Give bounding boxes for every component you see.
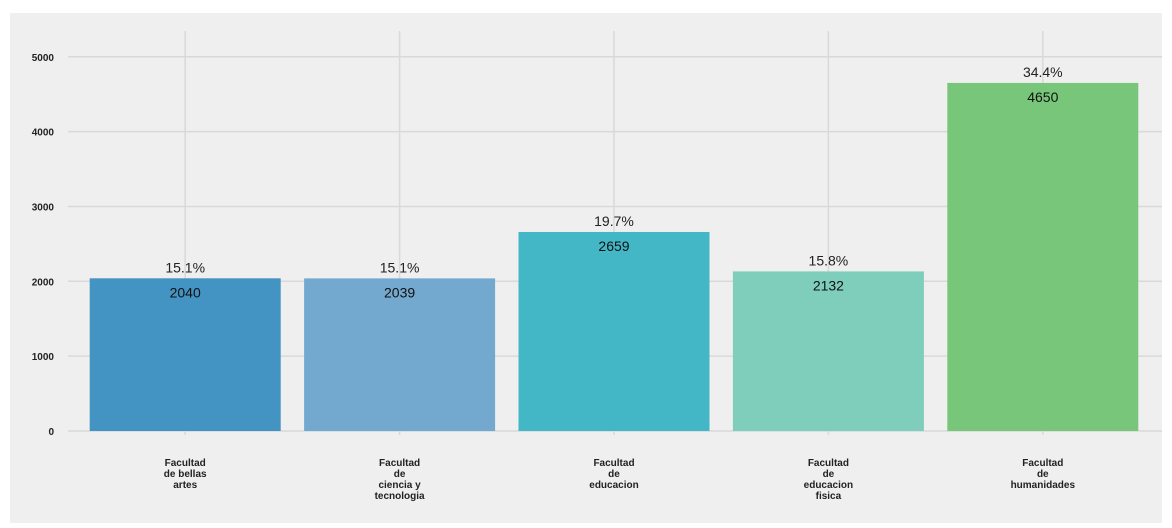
chart-panel: 0 1000 2000 3000 4000 5000 15.1% 2040 15.1% 2039… <box>10 13 1162 523</box>
y-tick-label: 2000 <box>32 277 55 288</box>
bar-labels: 15.1% 2040 15.1% 2039 19.7% 2659 15.8% 2132 34.4… <box>165 64 1062 300</box>
bar <box>947 82 1139 431</box>
x-tick-label: educacion <box>589 480 638 491</box>
x-tick-label: de bellas <box>164 469 207 480</box>
bar <box>732 271 924 431</box>
bar <box>304 278 496 431</box>
x-tick-label: Facultad <box>593 458 634 469</box>
x-tick-label: Facultad <box>1022 458 1063 469</box>
bar-chart: 0 1000 2000 3000 4000 5000 15.1% 2040 15.1% 2039… <box>32 31 1162 502</box>
x-tick-label: de <box>394 469 406 480</box>
value-label: 2659 <box>598 238 629 254</box>
y-tick-label: 1000 <box>32 352 55 363</box>
x-tick-label: ciencia y <box>378 480 421 491</box>
percent-label: 15.1% <box>165 259 205 275</box>
bar <box>518 231 710 431</box>
y-tick-label: 5000 <box>32 53 55 64</box>
x-tick-label: de <box>1037 469 1049 480</box>
x-tick-label: humanidades <box>1011 480 1076 491</box>
y-axis-ticks: 0 1000 2000 3000 4000 5000 <box>32 53 55 438</box>
bars <box>89 82 1139 431</box>
bar <box>89 278 281 431</box>
value-label: 4650 <box>1027 89 1058 105</box>
x-tick-label: fisica <box>816 491 842 502</box>
value-label: 2039 <box>384 284 415 300</box>
x-tick-label: de <box>608 469 620 480</box>
percent-label: 34.4% <box>1023 64 1063 80</box>
y-tick-label: 4000 <box>32 128 55 139</box>
x-tick-label: Facultad <box>808 458 849 469</box>
x-tick-label: de <box>823 469 835 480</box>
y-tick-label: 3000 <box>32 202 55 213</box>
y-tick-label: 0 <box>48 427 54 438</box>
value-label: 2132 <box>813 277 844 293</box>
x-tick-label: educacion <box>804 480 853 491</box>
x-tick-label: artes <box>173 480 197 491</box>
percent-label: 15.8% <box>809 252 849 268</box>
value-label: 2040 <box>170 284 201 300</box>
x-tick-label: tecnologia <box>375 491 425 502</box>
percent-label: 15.1% <box>380 259 420 275</box>
x-tick-label: Facultad <box>379 458 420 469</box>
x-tick-label: Facultad <box>165 458 206 469</box>
percent-label: 19.7% <box>594 213 634 229</box>
